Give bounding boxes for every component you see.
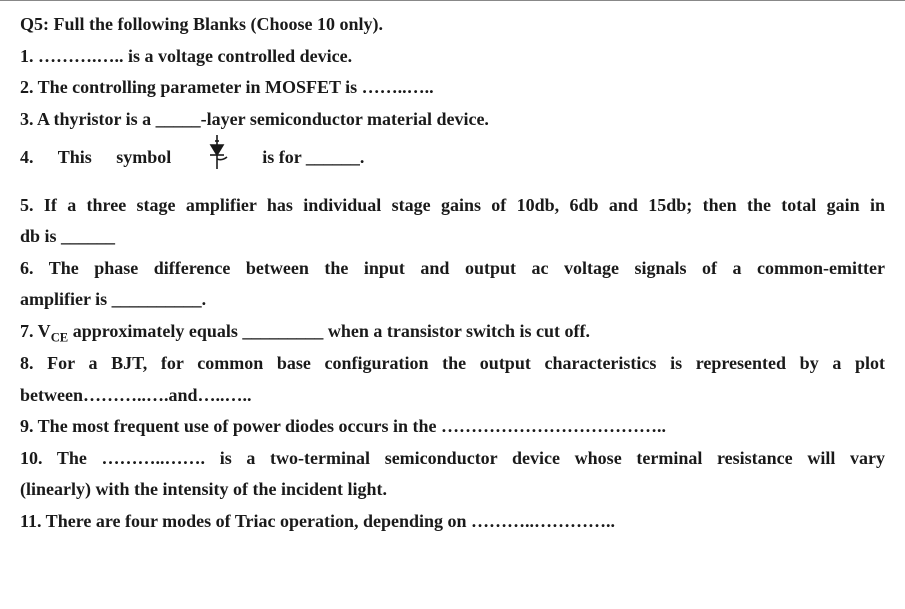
item-8a: 8. For a BJT, for common base configurat… xyxy=(20,348,885,380)
item-7: 7. VCE approximately equals _________ wh… xyxy=(20,316,885,349)
item-7-sub: CE xyxy=(51,330,69,344)
scr-thyristor-symbol-icon xyxy=(206,135,228,184)
question-page: Q5: Full the following Blanks (Choose 10… xyxy=(0,0,905,609)
item-4-isfor: is for ______. xyxy=(262,147,364,167)
item-2: 2. The controlling parameter in MOSFET i… xyxy=(20,72,885,104)
item-4-symbol: symbol xyxy=(116,147,171,167)
item-6b: amplifier is __________. xyxy=(20,284,885,316)
item-9: 9. The most frequent use of power diodes… xyxy=(20,411,885,443)
item-7-pre: 7. V xyxy=(20,321,51,341)
item-10a: 10. The ………..……. is a two-terminal semic… xyxy=(20,443,885,475)
item-1: 1. ……….….. is a voltage controlled devic… xyxy=(20,41,885,73)
item-11: 11. There are four modes of Triac operat… xyxy=(20,506,885,538)
item-4-this: This xyxy=(58,147,92,167)
item-5b: db is ______ xyxy=(20,221,885,253)
item-10b: (linearly) with the intensity of the inc… xyxy=(20,474,885,506)
item-6a: 6. The phase difference between the inpu… xyxy=(20,253,885,285)
item-4: 4. This symbol is for ______. xyxy=(20,135,885,184)
item-5a: 5. If a three stage amplifier has indivi… xyxy=(20,190,885,222)
item-4-num: 4. xyxy=(20,147,34,167)
question-header: Q5: Full the following Blanks (Choose 10… xyxy=(20,9,885,41)
item-8b: between………..….and…..….. xyxy=(20,380,885,412)
item-3: 3. A thyristor is a _____-layer semicond… xyxy=(20,104,885,136)
item-7-post: approximately equals _________ when a tr… xyxy=(68,321,590,341)
